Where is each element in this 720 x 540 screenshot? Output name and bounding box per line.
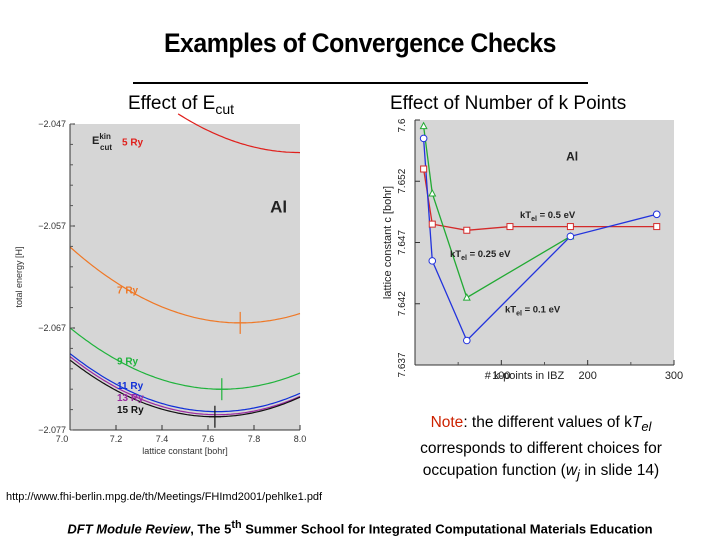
ecut-curve-13-ry xyxy=(69,356,301,416)
footer-part1: DFT Module Review xyxy=(67,521,191,537)
kpoints-label-value: = 0.5 eV xyxy=(537,210,576,221)
kpoints-ylabel: lattice constant c [bohr] xyxy=(382,186,394,299)
kpoints-label-kt: kT xyxy=(505,304,516,315)
kpoints-ytick-label: 7.642 xyxy=(397,291,408,316)
ecut-heading-text: Effect of E xyxy=(128,93,216,114)
ecut-xtick-label: 7.4 xyxy=(156,434,169,444)
ecut-xtick-label: 7.2 xyxy=(110,434,123,444)
kpoints-xtick-label: 100 xyxy=(492,370,510,382)
kpoints-point-kt-0-5-ev xyxy=(653,223,661,231)
kpoints-xlabel: # k-points in IBZ xyxy=(485,370,565,382)
ecut-series-label-7-ry: 7 Ry xyxy=(117,285,139,296)
kpoints-series-label-kt-0-25-ev: kTel = 0.25 eV xyxy=(450,249,511,262)
title-underline xyxy=(133,82,588,84)
ecut-heading: Effect of Ecut xyxy=(128,93,234,117)
ecut-heading-subscript: cut xyxy=(215,100,234,117)
note-lead: Note xyxy=(430,414,464,431)
ecut-curve-7-ry xyxy=(69,246,301,324)
ecut-xtick-label: 7.8 xyxy=(248,434,261,444)
kpoints-point-kt-0-5-ev xyxy=(420,165,428,173)
kpoints-ytick-label: 7.637 xyxy=(397,352,408,377)
ecut-xlabel: lattice constant [bohr] xyxy=(142,446,228,456)
kpoints-series-label-kt-0-1-ev: kTel = 0.1 eV xyxy=(505,304,561,317)
note-el: el xyxy=(641,419,652,435)
note-w: w xyxy=(565,462,578,480)
note-T: T xyxy=(631,414,642,431)
kpoints-point-kt-0-1-ev xyxy=(428,257,437,265)
ecut-panel-label: Al xyxy=(270,198,287,217)
kpoints-point-kt-0-1-ev xyxy=(566,232,575,241)
kpoints-point-kt-0-25-ev xyxy=(428,188,437,197)
slide-title: Examples of Convergence Checks xyxy=(163,28,557,58)
ecut-curve-5-ry xyxy=(177,113,301,154)
kpoints-plot-background xyxy=(415,120,674,365)
footer-part2: , The 5 xyxy=(190,521,232,537)
footer: DFT Module Review, The 5th Summer School… xyxy=(0,519,720,536)
note-part1: : the different values of k xyxy=(463,414,632,431)
note-j: j xyxy=(577,467,580,483)
kpoints-point-kt-0-5-ev xyxy=(428,220,436,228)
ecut-series-label-13-ry: 13 Ry xyxy=(117,393,144,404)
kpoints-label-kt: kT xyxy=(520,210,531,221)
kpoints-ytick-label: 7.647 xyxy=(397,230,408,255)
ecut-xtick-label: 8.0 xyxy=(294,434,307,444)
kpoints-label-el: el xyxy=(516,310,522,317)
ecut-series-label-15-ry: 15 Ry xyxy=(117,405,144,416)
kpoints-line-kt-0-5-ev xyxy=(422,168,657,231)
kpoints-label-el: el xyxy=(461,255,467,262)
kpoints-ytick-label: 7.657 xyxy=(397,118,408,133)
ecut-series-label-9-ry: 9 Ry xyxy=(117,357,139,368)
kpoints-label-value: = 0.25 eV xyxy=(467,249,511,260)
kpoints-point-kt-0-1-ev xyxy=(652,210,661,219)
ecut-ytick-label: −2.067 xyxy=(38,323,66,333)
ecut-legend-title-sup: kin xyxy=(99,132,111,141)
kpoints-xtick-label: 200 xyxy=(578,370,596,382)
ecut-ylabel: total energy [H] xyxy=(14,246,24,307)
ecut-ytick-label: −2.077 xyxy=(38,425,66,435)
kpoints-panel-label: Al xyxy=(566,149,578,163)
kpoints-point-kt-0-1-ev xyxy=(463,336,471,345)
kpoints-point-kt-0-25-ev xyxy=(419,121,428,130)
kpoints-xtick-label: 300 xyxy=(665,370,683,382)
kpoints-point-kt-0-5-ev xyxy=(506,223,514,231)
kpoints-label-value: = 0.1 eV xyxy=(522,304,561,315)
kpoints-label-el: el xyxy=(531,216,537,223)
kpoints-point-kt-0-25-ev xyxy=(462,293,471,301)
source-url[interactable]: http://www.fhi-berlin.mpg.de/th/Meetings… xyxy=(6,491,323,503)
ecut-xtick-label: 7.6 xyxy=(202,434,215,444)
ecut-ytick-label: −2.047 xyxy=(38,119,66,129)
kpoints-point-kt-0-5-ev xyxy=(566,223,574,231)
ecut-curve-15-ry xyxy=(69,359,301,418)
kpoints-heading: Effect of Number of k Points xyxy=(390,93,627,114)
kpoints-chart: 7.637 7.642 7.647 7.652 7.657 100 200 300 kTel … xyxy=(382,118,683,382)
ecut-curve-9-ry xyxy=(69,327,301,390)
ecut-legend-title-main: E xyxy=(92,135,99,147)
ecut-legend-title: Ekin cut xyxy=(92,132,112,152)
ecut-ytick-label: −2.057 xyxy=(38,221,66,231)
footer-part3: Summer School for Integrated Computation… xyxy=(241,521,653,537)
footer-sup: th xyxy=(231,519,242,531)
kpoints-point-kt-0-5-ev xyxy=(463,226,471,234)
ecut-series-label-11-ry: 11 Ry xyxy=(117,381,144,392)
kpoints-label-kt: kT xyxy=(450,249,461,260)
ecut-series-label-5-ry: 5 Ry xyxy=(122,137,144,148)
ecut-curve-11-ry xyxy=(69,353,301,413)
kpoints-ytick-label: 7.652 xyxy=(397,168,408,193)
kpoints-series-label-kt-0-5-ev: kTel = 0.5 eV xyxy=(520,210,576,223)
ecut-legend-title-sub: cut xyxy=(100,143,112,152)
kpoints-point-kt-0-1-ev xyxy=(419,134,428,143)
note-text: Note: the different values of kTel corre… xyxy=(395,412,687,486)
note-part2: corresponds to different choices for occ… xyxy=(420,440,662,480)
kpoints-line-kt-0-25-ev xyxy=(422,126,571,299)
note-part3: in slide 14) xyxy=(579,462,660,480)
ecut-xtick-label: 7.0 xyxy=(56,434,69,444)
